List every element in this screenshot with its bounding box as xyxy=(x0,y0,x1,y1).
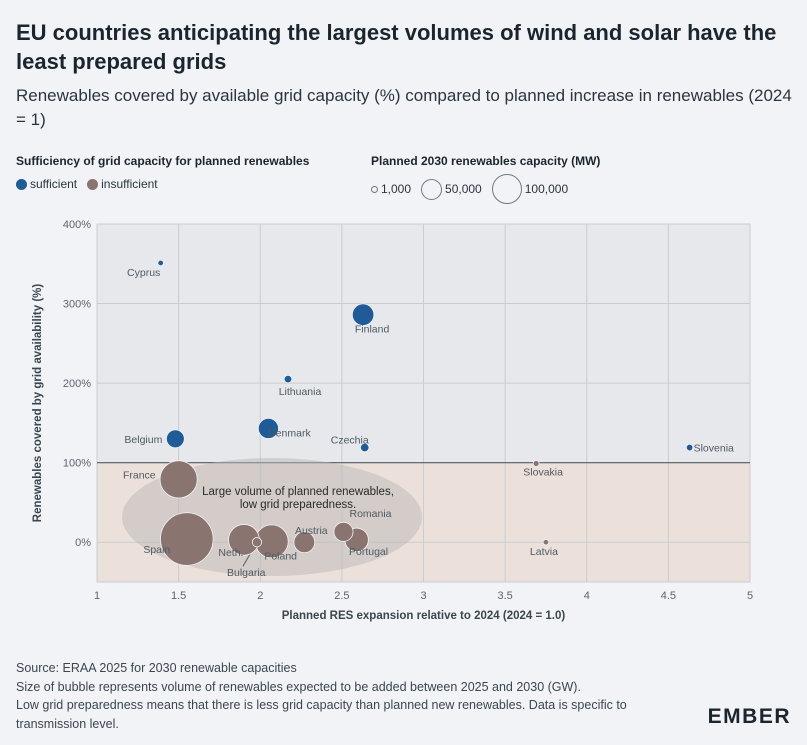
size-label-large: 100,000 xyxy=(524,182,569,196)
x-tick-label: 2.5 xyxy=(334,590,349,602)
bubble-latvia xyxy=(542,539,550,546)
bubble-austria xyxy=(293,531,316,554)
x-tick-label: 4.5 xyxy=(661,590,676,602)
label-austria: Austria xyxy=(295,525,328,537)
x-tick-label: 3.5 xyxy=(497,590,512,602)
bubble-lithuania xyxy=(283,374,293,384)
color-legend: Sufficiency of grid capacity for planned… xyxy=(16,154,309,191)
label-belgium: Belgium xyxy=(124,434,162,446)
scatter-chart: Large volume of planned renewables, low g… xyxy=(32,219,753,622)
label-romania: Romania xyxy=(349,508,391,520)
y-tick-label: 0% xyxy=(75,537,91,549)
size-legend-title: Planned 2030 renewables capacity (MW) xyxy=(371,154,601,168)
x-axis-label: Planned RES expansion relative to 2024 (… xyxy=(282,610,566,622)
label-cyprus: Cyprus xyxy=(127,267,160,279)
size-circle-large xyxy=(491,174,522,204)
y-tick-label: 300% xyxy=(63,299,91,311)
size-label-small: 1,000 xyxy=(381,182,412,196)
size-legend-item-large: 100,000 xyxy=(491,174,569,204)
bubble-bulgaria xyxy=(251,537,263,548)
label-neth: Neth. xyxy=(218,547,243,559)
label-lithuania: Lithuania xyxy=(279,386,322,398)
annotation-label: Large volume of planned renewables, low g… xyxy=(202,486,394,511)
x-tick-label: 5 xyxy=(747,590,753,602)
insufficient-swatch xyxy=(87,178,99,190)
label-latvia: Latvia xyxy=(530,546,558,558)
plot-border xyxy=(96,223,751,583)
legend-label-sufficient: sufficient xyxy=(30,177,78,191)
label-czechia: Czechia xyxy=(331,435,369,447)
label-france: France xyxy=(123,469,156,481)
label-portugal: Portugal xyxy=(349,546,388,558)
footer-notes: Source: ERAA 2025 for 2030 renewable cap… xyxy=(16,659,676,733)
label-poland: Poland xyxy=(264,550,297,562)
label-spain: Spain xyxy=(143,544,170,556)
x-tick-label: 1 xyxy=(94,590,100,602)
x-tick-label: 3 xyxy=(420,590,426,602)
chart-title: EU countries anticipating the largest vo… xyxy=(16,20,777,74)
label-bulgaria: Bulgaria xyxy=(227,567,266,579)
label-denmark: Denmark xyxy=(268,427,311,439)
color-legend-title: Sufficiency of grid capacity for planned… xyxy=(16,154,310,168)
x-tick-label: 1.5 xyxy=(171,590,186,602)
sufficient-swatch xyxy=(16,178,27,190)
x-tick-label: 2 xyxy=(257,590,263,602)
bubble-denmark xyxy=(257,417,279,439)
size-label-medium: 50,000 xyxy=(445,182,482,196)
size-legend: Planned 2030 renewables capacity (MW) 1,… xyxy=(371,154,600,204)
size-circle-small xyxy=(371,185,378,193)
source-note: Source: ERAA 2025 for 2030 renewable cap… xyxy=(16,661,297,675)
size-legend-item-small: 1,000 xyxy=(371,182,411,196)
bubble-finland xyxy=(351,303,375,326)
size-circle-medium xyxy=(421,178,443,200)
legend-label-insufficient: insufficient xyxy=(101,177,158,191)
bubble-size-note: Size of bubble represents volume of rene… xyxy=(16,679,581,694)
bubble-romania xyxy=(333,521,354,542)
chart-subtitle: Renewables covered by available grid cap… xyxy=(16,86,792,129)
legend-item-sufficient: sufficient xyxy=(16,177,77,191)
y-tick-label: 400% xyxy=(63,219,91,231)
bubble-slovenia xyxy=(685,443,694,452)
bubble-spain xyxy=(160,512,214,566)
bubble-belgium xyxy=(166,429,185,449)
bubble-cyprus xyxy=(157,259,164,267)
preparedness-note: Low grid preparedness means that there i… xyxy=(16,698,627,731)
bubble-czechia xyxy=(360,442,370,453)
y-tick-label: 100% xyxy=(63,458,91,470)
label-slovakia: Slovakia xyxy=(523,466,563,478)
bubble-france xyxy=(159,460,198,499)
label-finland: Finland xyxy=(355,324,390,336)
y-axis-label: Renewables covered by grid availability … xyxy=(32,284,44,523)
x-tick-label: 4 xyxy=(584,590,590,602)
legend-item-insufficient: insufficient xyxy=(87,177,158,191)
size-legend-item-medium: 50,000 xyxy=(421,178,482,200)
bubble-slovakia xyxy=(532,460,540,467)
label-slovenia: Slovenia xyxy=(694,443,734,455)
y-tick-label: 200% xyxy=(63,378,91,390)
ember-logo: EMBER xyxy=(707,705,791,728)
